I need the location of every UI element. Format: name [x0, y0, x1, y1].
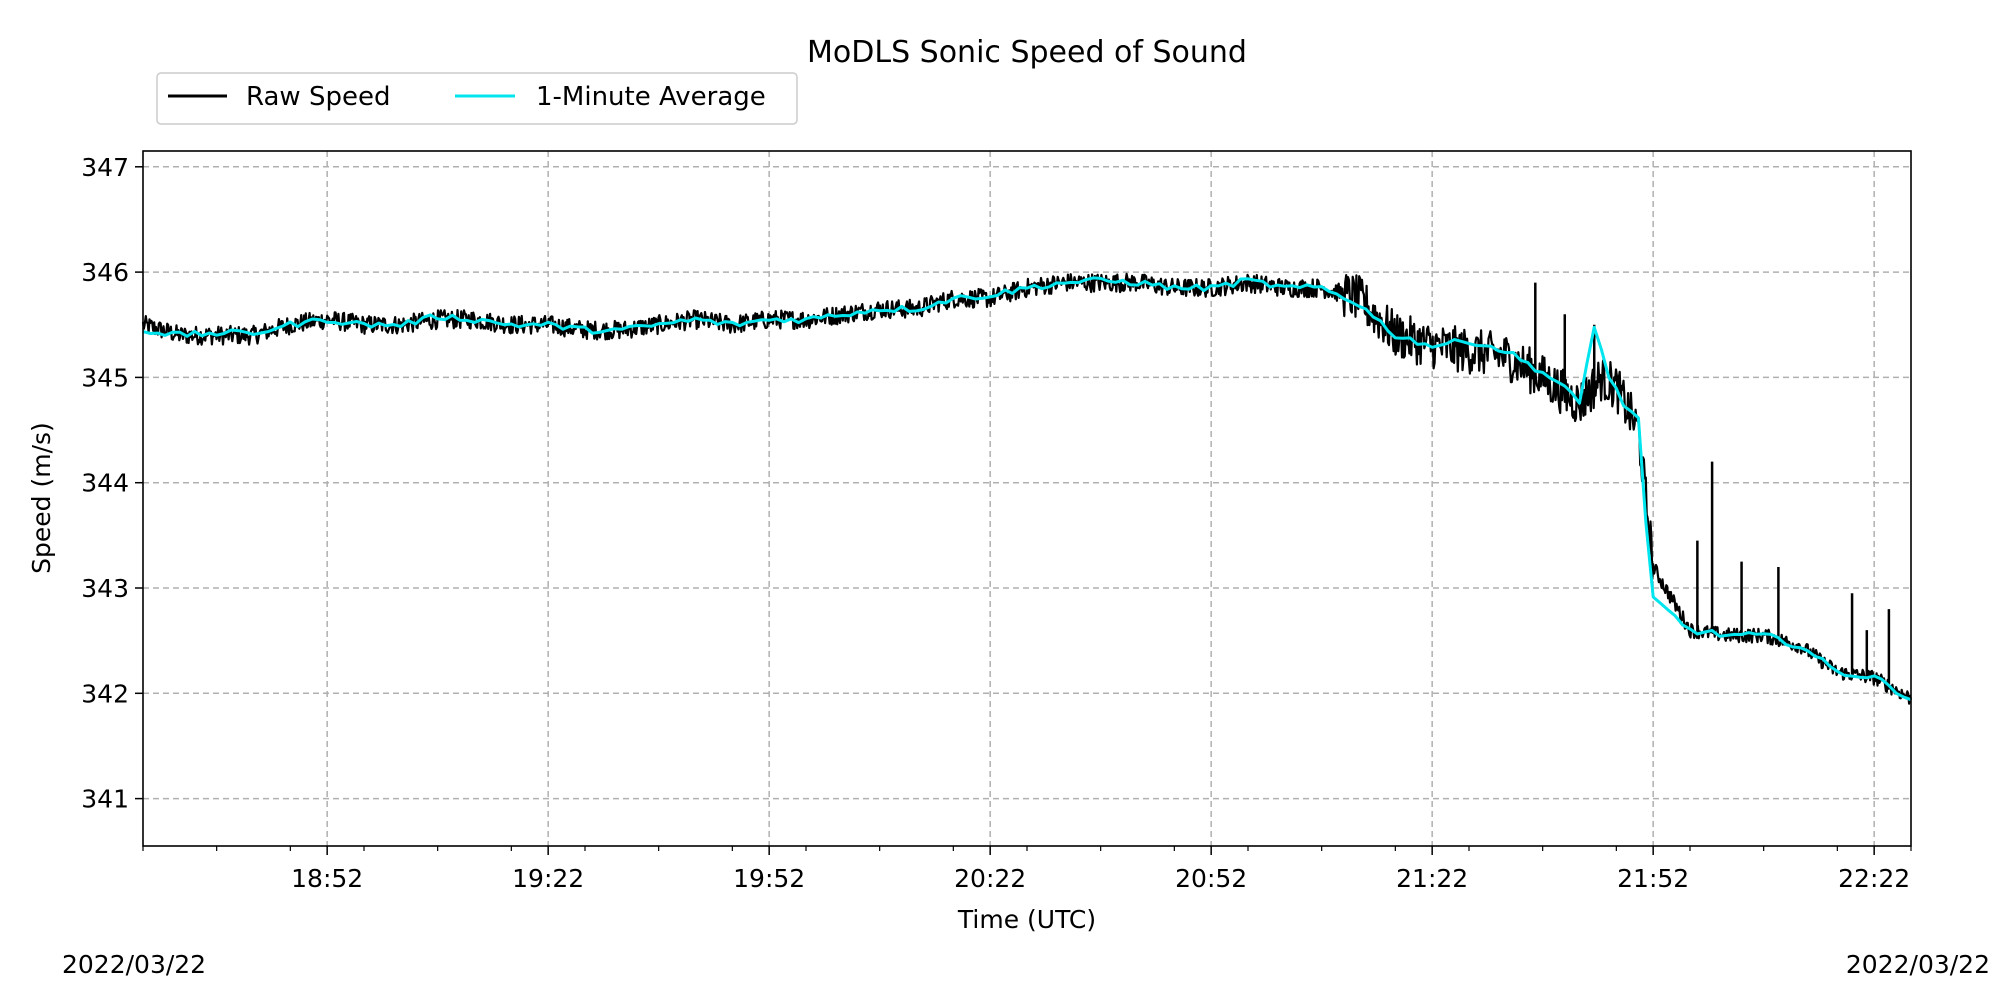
x-tick-label: 18:52	[291, 864, 363, 893]
y-tick-label: 343	[81, 574, 129, 603]
x-tick-label: 19:22	[512, 864, 584, 893]
date-label-left: 2022/03/22	[62, 950, 206, 979]
legend-label-1-minute-average: 1-Minute Average	[536, 82, 766, 112]
series-line-raw-speed	[141, 272, 1913, 705]
legend: Raw Speed 1-Minute Average	[156, 72, 798, 125]
legend-label-raw-speed: Raw Speed	[246, 82, 390, 112]
series-layer	[141, 272, 1913, 705]
x-axis-label: Time (UTC)	[957, 905, 1096, 934]
tick-layer: 341 342 343 344 345 346 347 18:52 19:22 19:52 20:2…	[81, 153, 1912, 893]
x-tick-label: 19:52	[733, 864, 805, 893]
x-tick-label: 22:22	[1838, 864, 1910, 893]
y-tick-label: 341	[81, 785, 129, 814]
date-label-right: 2022/03/22	[1846, 950, 1990, 979]
legend-box	[156, 72, 798, 125]
grid-layer	[143, 151, 1911, 846]
y-axis-label: Speed (m/s)	[27, 422, 56, 574]
chart-title: MoDLS Sonic Speed of Sound	[807, 35, 1247, 70]
x-tick-label: 21:52	[1617, 864, 1689, 893]
y-tick-label: 342	[81, 679, 129, 708]
y-tick-label: 345	[81, 363, 129, 392]
y-tick-label: 344	[81, 469, 129, 498]
x-tick-label: 21:22	[1396, 864, 1468, 893]
y-tick-label: 346	[81, 258, 129, 287]
y-tick-label: 347	[81, 153, 129, 182]
x-tick-label: 20:52	[1175, 864, 1247, 893]
x-tick-label: 20:22	[954, 864, 1026, 893]
series-line-1-minute-average	[142, 276, 1912, 702]
